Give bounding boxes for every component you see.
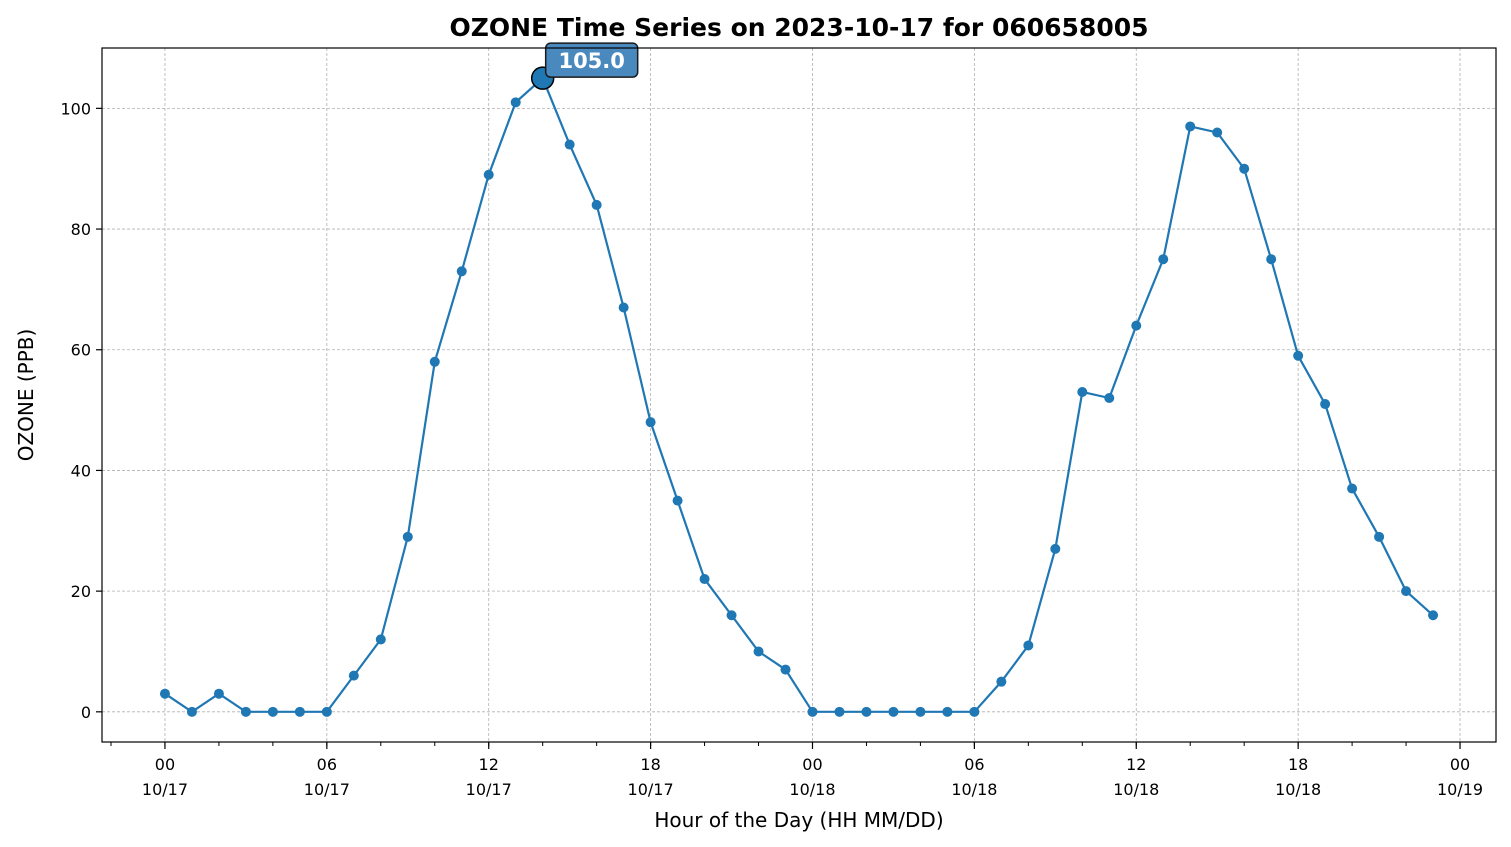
plot-frame — [101, 47, 1497, 743]
x-tick-label-hour: 06 — [964, 755, 984, 774]
data-point — [1050, 543, 1061, 554]
x-axis-label: Hour of the Day (HH MM/DD) — [654, 808, 943, 832]
peak-label: 105.0 — [558, 49, 624, 73]
x-tick-label-date: 10/18 — [1113, 780, 1159, 799]
data-point — [861, 706, 872, 717]
data-point — [348, 670, 359, 681]
y-tick-label: 100 — [60, 99, 91, 118]
data-point — [456, 266, 467, 277]
data-point — [753, 646, 764, 657]
data-point — [645, 417, 656, 428]
x-tick-label-hour: 18 — [1288, 755, 1308, 774]
data-point — [1293, 350, 1304, 361]
data-point — [294, 706, 305, 717]
x-tick-label-date: 10/17 — [466, 780, 512, 799]
grid-layer — [102, 48, 1496, 742]
data-point — [186, 706, 197, 717]
data-point — [240, 706, 251, 717]
tick-layer: 0 20 40 60 80 100 00 10/17 06 10/17 12 10/17 18 10/17… — [60, 99, 1483, 799]
x-tick-label-date: 10/17 — [628, 780, 674, 799]
series-line — [164, 76, 1434, 714]
data-point — [780, 664, 791, 675]
data-point — [483, 169, 494, 180]
data-point — [1077, 386, 1088, 397]
data-point — [1131, 320, 1142, 331]
data-point — [321, 706, 332, 717]
data-point — [267, 706, 278, 717]
data-point — [834, 706, 845, 717]
x-tick-label-date: 10/17 — [142, 780, 188, 799]
data-point — [1401, 586, 1412, 597]
data-point — [1320, 399, 1331, 410]
data-point — [1023, 640, 1034, 651]
data-point — [591, 199, 602, 210]
data-point — [159, 688, 170, 699]
x-tick-label-date: 10/18 — [1275, 780, 1321, 799]
x-tick-label-date: 10/19 — [1437, 780, 1483, 799]
data-point — [429, 356, 440, 367]
data-point — [942, 706, 953, 717]
chart-title: OZONE Time Series on 2023-10-17 for 0606… — [450, 13, 1149, 42]
data-point — [510, 97, 521, 108]
y-tick-label: 60 — [71, 341, 91, 360]
data-point — [1104, 393, 1115, 404]
data-point — [1374, 531, 1385, 542]
data-point — [699, 574, 710, 585]
y-tick-label: 0 — [81, 703, 91, 722]
x-tick-label-date: 10/17 — [304, 780, 350, 799]
data-point — [375, 634, 386, 645]
data-point — [672, 495, 683, 506]
data-point — [402, 531, 413, 542]
x-tick-label-hour: 06 — [317, 755, 337, 774]
data-point — [1239, 163, 1250, 174]
x-tick-label-date: 10/18 — [789, 780, 835, 799]
data-point — [726, 610, 737, 621]
x-tick-label-hour: 12 — [1126, 755, 1146, 774]
x-tick-label-hour: 00 — [1450, 755, 1470, 774]
data-point — [1266, 254, 1277, 265]
y-tick-label: 80 — [71, 220, 91, 239]
data-point — [564, 139, 575, 150]
x-tick-label-hour: 12 — [479, 755, 499, 774]
y-axis-label: OZONE (PPB) — [14, 329, 38, 462]
data-point — [969, 706, 980, 717]
data-point — [618, 302, 629, 313]
data-point — [1428, 610, 1439, 621]
data-point — [807, 706, 818, 717]
annotation-layer: 105.0 — [530, 42, 639, 90]
peak-label-box — [544, 42, 639, 78]
data-point — [996, 676, 1007, 687]
data-point — [1212, 127, 1223, 138]
x-tick-label-hour: 18 — [640, 755, 660, 774]
series-layer — [159, 73, 1439, 717]
x-tick-label-hour: 00 — [155, 755, 175, 774]
y-tick-label: 20 — [71, 582, 91, 601]
y-tick-label: 40 — [71, 461, 91, 480]
data-point — [1185, 121, 1196, 132]
x-tick-label-hour: 00 — [802, 755, 822, 774]
data-point — [1158, 254, 1169, 265]
data-point — [213, 688, 224, 699]
x-tick-label-date: 10/18 — [951, 780, 997, 799]
data-point — [888, 706, 899, 717]
data-point — [1347, 483, 1358, 494]
data-point — [915, 706, 926, 717]
